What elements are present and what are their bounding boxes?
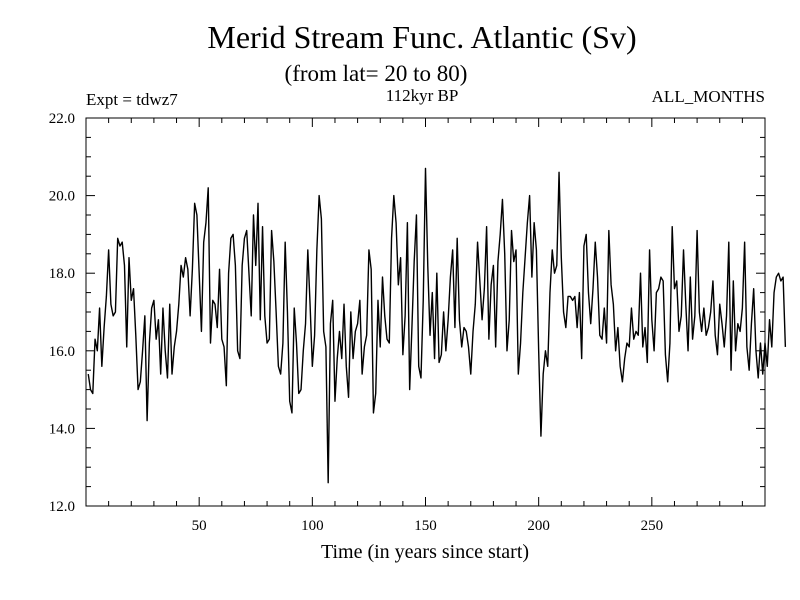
x-tick-label: 200 [527, 518, 550, 534]
y-tick-label: 18.0 [49, 266, 75, 282]
period-label: 112kyr BP [386, 86, 459, 105]
chart-title: Merid Stream Func. Atlantic (Sv) [207, 19, 636, 55]
x-tick-label: 250 [641, 518, 664, 534]
experiment-label: Expt = tdwz7 [86, 90, 178, 109]
x-axis-label: Time (in years since start) [321, 541, 529, 563]
x-tick-label: 50 [192, 518, 207, 534]
months-label: ALL_MONTHS [652, 87, 765, 106]
y-tick-label: 22.0 [49, 111, 75, 127]
x-tick-label: 100 [301, 518, 324, 534]
x-tick-label: 150 [414, 518, 437, 534]
y-tick-label: 16.0 [49, 344, 75, 360]
y-tick-label: 12.0 [49, 499, 75, 515]
chart-subtitle: (from lat= 20 to 80) [285, 61, 468, 86]
axis-ticks [86, 118, 765, 506]
y-tick-label: 20.0 [49, 189, 75, 205]
series-line [87, 167, 787, 484]
axis-tick-labels: 50 100 150 200 250 12.0 14.0 16.0 18.0 20.0 22.0 [49, 111, 663, 534]
y-tick-label: 14.0 [49, 421, 75, 437]
